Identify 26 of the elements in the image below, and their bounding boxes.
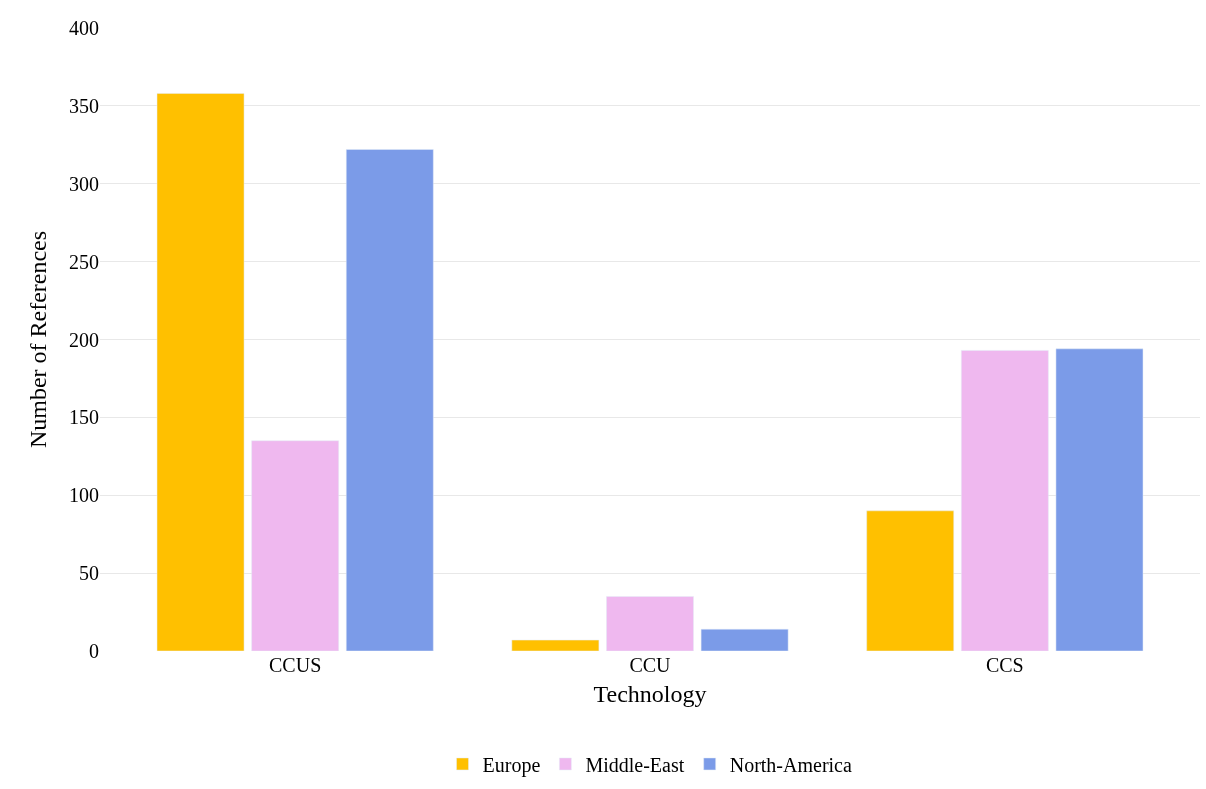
y-tick-label: 200 (69, 328, 99, 351)
bar (1055, 348, 1144, 651)
legend-label: Middle-East (585, 753, 685, 776)
bar (866, 510, 954, 651)
bar (251, 440, 339, 651)
y-tick-label: 400 (69, 17, 99, 39)
bar (606, 596, 694, 651)
bar (346, 149, 434, 651)
y-tick-label: 150 (69, 406, 99, 429)
bar (156, 93, 245, 651)
y-tick-label: 0 (89, 640, 99, 662)
bar (511, 639, 600, 651)
bar (700, 628, 789, 651)
x-tick-label: CCUS (269, 654, 322, 676)
y-tick-label: 100 (69, 484, 99, 507)
y-tick-label: 250 (69, 250, 99, 273)
y-axis-title: Number of References (25, 230, 52, 449)
x-axis-title: Technology (593, 681, 707, 708)
y-tick-label: 350 (69, 94, 99, 117)
x-tick-label: CCU (629, 654, 672, 676)
y-tick-label: 50 (79, 562, 99, 585)
legend-label: Europe (482, 753, 541, 777)
bar (961, 350, 1049, 651)
legend-label: North-America (729, 753, 852, 776)
x-tick-label: CCS (985, 654, 1024, 676)
y-tick-label: 300 (69, 172, 99, 195)
